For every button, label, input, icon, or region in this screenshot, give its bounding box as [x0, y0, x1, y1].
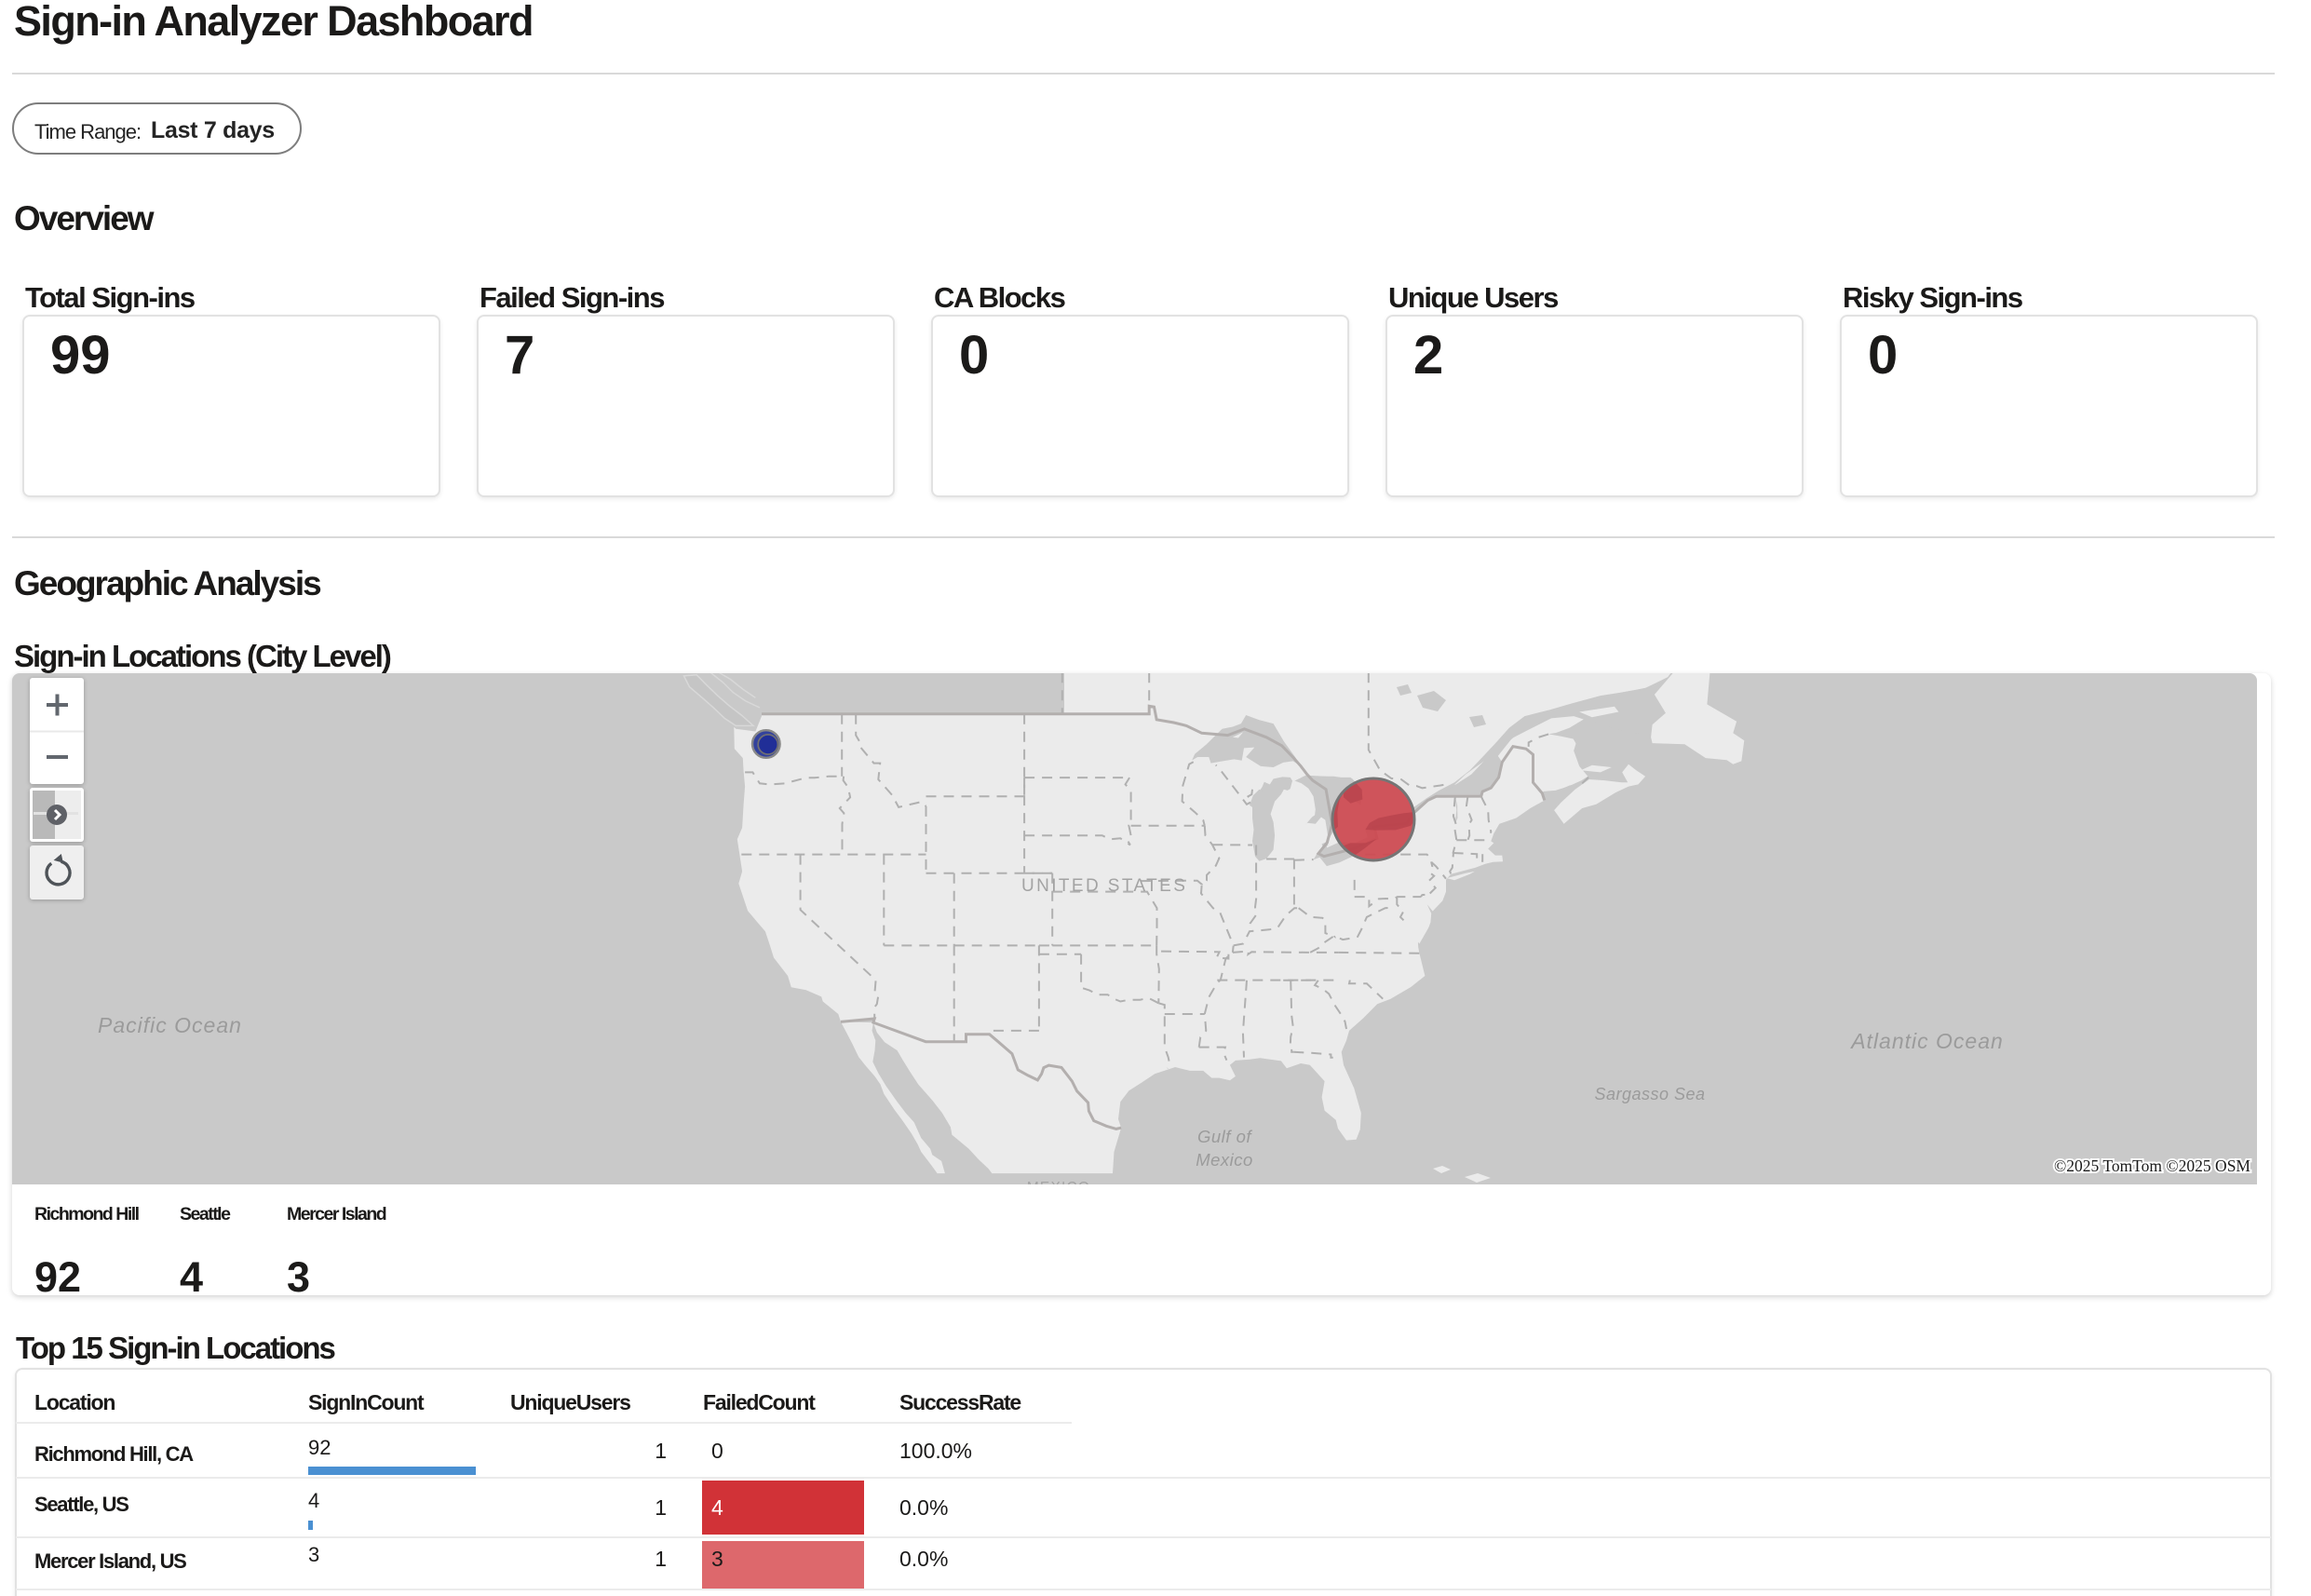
svg-text:MEXICO: MEXICO	[1027, 1180, 1090, 1184]
svg-text:Pacific Ocean: Pacific Ocean	[98, 1013, 242, 1037]
svg-text:Sargasso Sea: Sargasso Sea	[1594, 1085, 1705, 1103]
svg-text:UNITED STATES: UNITED STATES	[1021, 876, 1187, 896]
svg-text:©2025 TomTom ©2025 OSM: ©2025 TomTom ©2025 OSM	[2054, 1156, 2250, 1175]
svg-text:Atlantic Ocean: Atlantic Ocean	[1849, 1029, 2004, 1053]
svg-text:Mexico: Mexico	[1196, 1150, 1253, 1170]
svg-text:Gulf of: Gulf of	[1197, 1127, 1252, 1146]
